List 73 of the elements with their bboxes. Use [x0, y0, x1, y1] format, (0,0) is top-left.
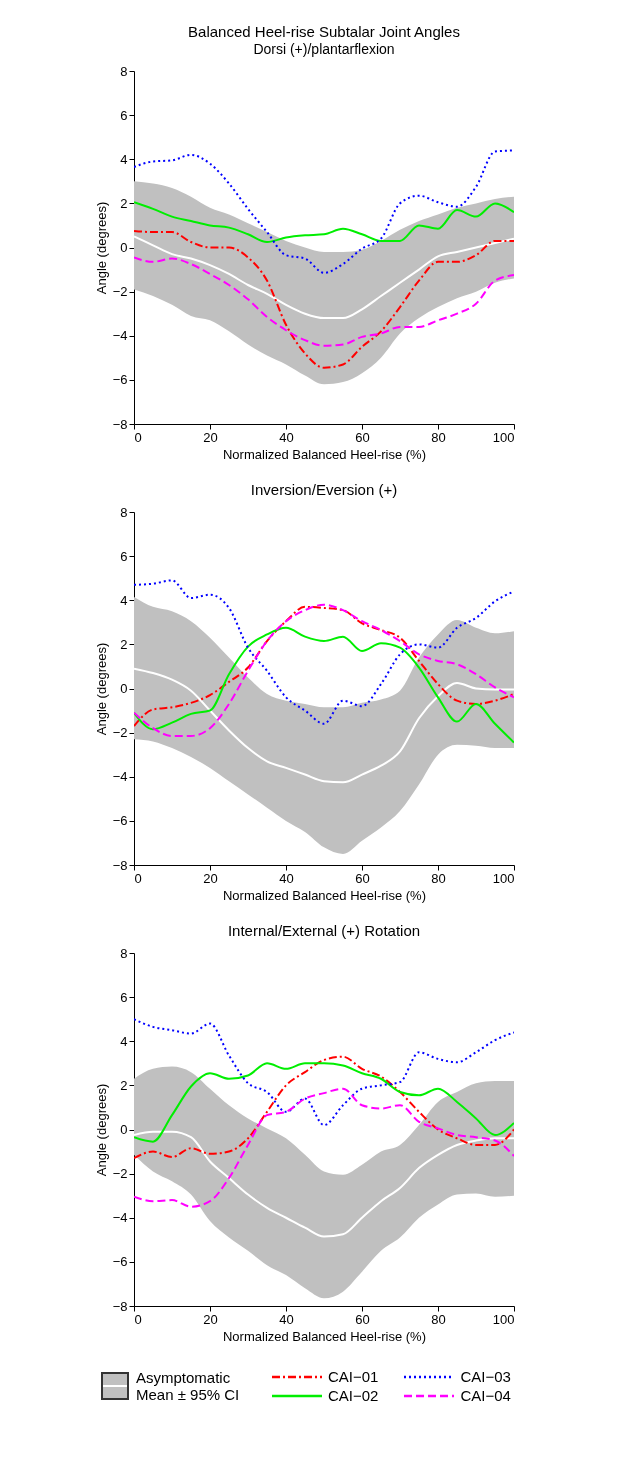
x-tick-label: 80	[431, 1311, 446, 1327]
line-series	[134, 256, 514, 347]
y-tick-label: 0	[120, 1122, 128, 1137]
x-tick-label: 100	[492, 870, 515, 886]
line-series	[134, 1130, 514, 1238]
y-tick-label: 8	[120, 945, 128, 961]
y-tick-label: 6	[120, 107, 128, 123]
y-tick-label: 4	[120, 1033, 128, 1049]
y-tick-label: 6	[120, 989, 128, 1005]
y-tick-label: −6	[112, 813, 128, 829]
legend-label: Asymptomatic Mean ± 95% CI	[136, 1368, 241, 1404]
y-axis-title: Angle (degrees)	[93, 642, 109, 736]
x-tick-label: 0	[134, 870, 142, 886]
y-axis-title: Angle (degrees)	[93, 1083, 109, 1177]
x-tick-label: 60	[355, 870, 370, 886]
y-tick-label: 6	[120, 548, 128, 564]
x-tick-label: 0	[134, 1311, 142, 1327]
y-tick-label: −2	[112, 284, 128, 300]
x-tick-label: 60	[355, 1311, 370, 1327]
y-tick-label: 2	[120, 1077, 128, 1093]
chart-title: Internal/External (+) Rotation	[227, 922, 421, 939]
y-tick-label: −8	[112, 1298, 128, 1314]
line-series	[134, 1018, 514, 1127]
x-tick-label: 100	[492, 429, 515, 445]
x-tick-label: 80	[431, 870, 446, 886]
x-tick-label: 40	[279, 429, 294, 445]
y-tick-label: −6	[112, 372, 128, 388]
x-tick-label: 80	[431, 429, 446, 445]
y-tick-label: 0	[120, 240, 128, 255]
y-tick-label: −4	[112, 328, 128, 344]
x-tick-label: 100	[492, 1311, 515, 1327]
legend-label: CAI−04	[460, 1387, 511, 1404]
y-tick-label: 8	[120, 504, 128, 520]
legend-label: CAI−01	[328, 1368, 379, 1385]
line-series	[134, 1055, 514, 1160]
legend-label: CAI−03	[460, 1368, 511, 1385]
x-axis-title: Normalized Balanced Heel-rise (%)	[222, 887, 427, 903]
x-axis-title: Normalized Balanced Heel-rise (%)	[222, 446, 427, 462]
chart-title: Inversion/Eversion (+)	[250, 481, 398, 498]
x-tick-label: 20	[203, 870, 218, 886]
line-series	[134, 229, 514, 369]
y-tick-label: −8	[112, 857, 128, 873]
line-series	[134, 1062, 514, 1143]
x-tick-label: 40	[279, 870, 294, 886]
y-axis-title: Angle (degrees)	[93, 201, 109, 295]
x-tick-label: 20	[203, 429, 218, 445]
legend-label: CAI−02	[328, 1387, 379, 1404]
line-series	[134, 579, 514, 725]
chart-subtitle: Dorsi (+)/plantarflexion	[253, 41, 395, 57]
y-tick-label: 0	[120, 681, 128, 696]
y-tick-label: 2	[120, 636, 128, 652]
y-tick-label: −2	[112, 1166, 128, 1182]
line-series	[134, 235, 514, 320]
line-series	[134, 149, 514, 274]
y-tick-label: −4	[112, 769, 128, 785]
line-series	[134, 626, 514, 744]
x-axis-title: Normalized Balanced Heel-rise (%)	[222, 1328, 427, 1344]
y-tick-label: 4	[120, 592, 128, 608]
y-tick-label: 2	[120, 195, 128, 211]
line-series	[134, 201, 514, 243]
x-tick-label: 0	[134, 429, 142, 445]
x-tick-label: 60	[355, 429, 370, 445]
y-tick-label: 8	[120, 63, 128, 79]
y-tick-label: −4	[112, 1210, 128, 1226]
x-tick-label: 20	[203, 1311, 218, 1327]
y-tick-label: −8	[112, 416, 128, 432]
line-series	[134, 1087, 514, 1208]
chart-title: Balanced Heel-rise Subtalar Joint Angles	[188, 23, 460, 40]
x-tick-label: 40	[279, 1311, 294, 1327]
y-tick-label: 4	[120, 151, 128, 167]
line-series	[134, 667, 514, 784]
y-tick-label: −6	[112, 1254, 128, 1270]
y-tick-label: −2	[112, 725, 128, 741]
